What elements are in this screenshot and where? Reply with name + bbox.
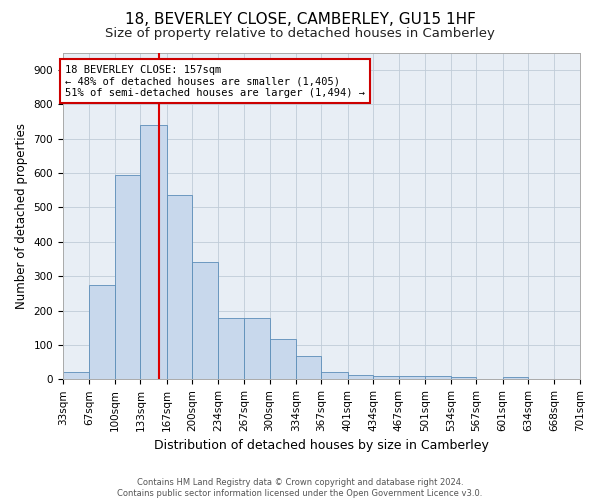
Bar	[244, 318, 269, 380]
Bar	[192, 262, 218, 380]
Text: 18 BEVERLEY CLOSE: 157sqm
← 48% of detached houses are smaller (1,405)
51% of se: 18 BEVERLEY CLOSE: 157sqm ← 48% of detac…	[65, 64, 365, 98]
Text: 18, BEVERLEY CLOSE, CAMBERLEY, GU15 1HF: 18, BEVERLEY CLOSE, CAMBERLEY, GU15 1HF	[125, 12, 475, 28]
Bar	[373, 376, 399, 380]
Bar	[451, 376, 476, 380]
Bar	[63, 372, 89, 380]
Bar	[218, 318, 244, 380]
Bar	[115, 175, 140, 380]
Bar	[89, 284, 115, 380]
Bar	[140, 126, 167, 380]
Bar	[296, 356, 322, 380]
Bar	[399, 376, 425, 380]
Y-axis label: Number of detached properties: Number of detached properties	[15, 123, 28, 309]
Bar	[322, 372, 348, 380]
Text: Size of property relative to detached houses in Camberley: Size of property relative to detached ho…	[105, 28, 495, 40]
Bar	[269, 338, 296, 380]
Text: Contains HM Land Registry data © Crown copyright and database right 2024.
Contai: Contains HM Land Registry data © Crown c…	[118, 478, 482, 498]
X-axis label: Distribution of detached houses by size in Camberley: Distribution of detached houses by size …	[154, 440, 489, 452]
Bar	[503, 376, 528, 380]
Bar	[348, 375, 373, 380]
Bar	[425, 376, 451, 380]
Bar	[167, 196, 192, 380]
